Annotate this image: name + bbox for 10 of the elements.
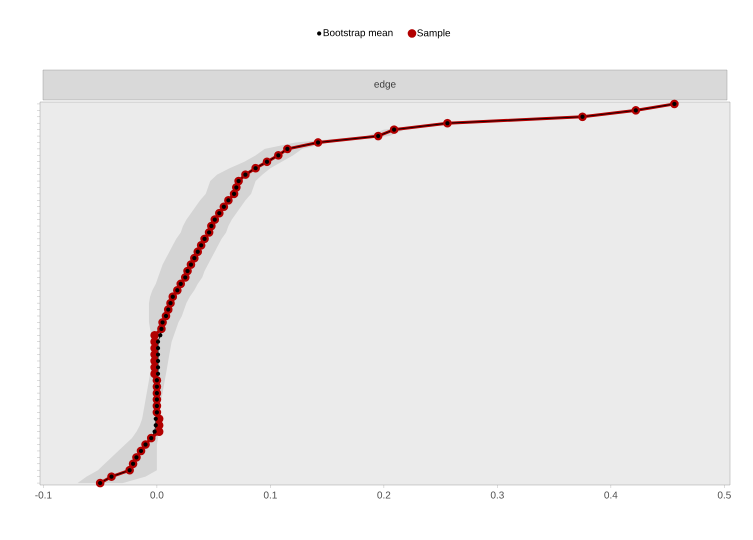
- x-tick-label: 0.2: [377, 492, 390, 499]
- x-tick-label: 0.3: [490, 492, 504, 499]
- chart-title: edge: [374, 80, 396, 90]
- x-tick-label: 0.4: [604, 492, 618, 499]
- x-tick-label: -0.1: [35, 492, 52, 499]
- x-tick-label: 0.5: [718, 492, 731, 499]
- legend-label: Bootstrap mean: [324, 29, 393, 38]
- legend-label: Sample: [417, 29, 450, 38]
- x-tick-label: 0.0: [150, 492, 164, 499]
- x-tick-label: 0.1: [264, 492, 277, 499]
